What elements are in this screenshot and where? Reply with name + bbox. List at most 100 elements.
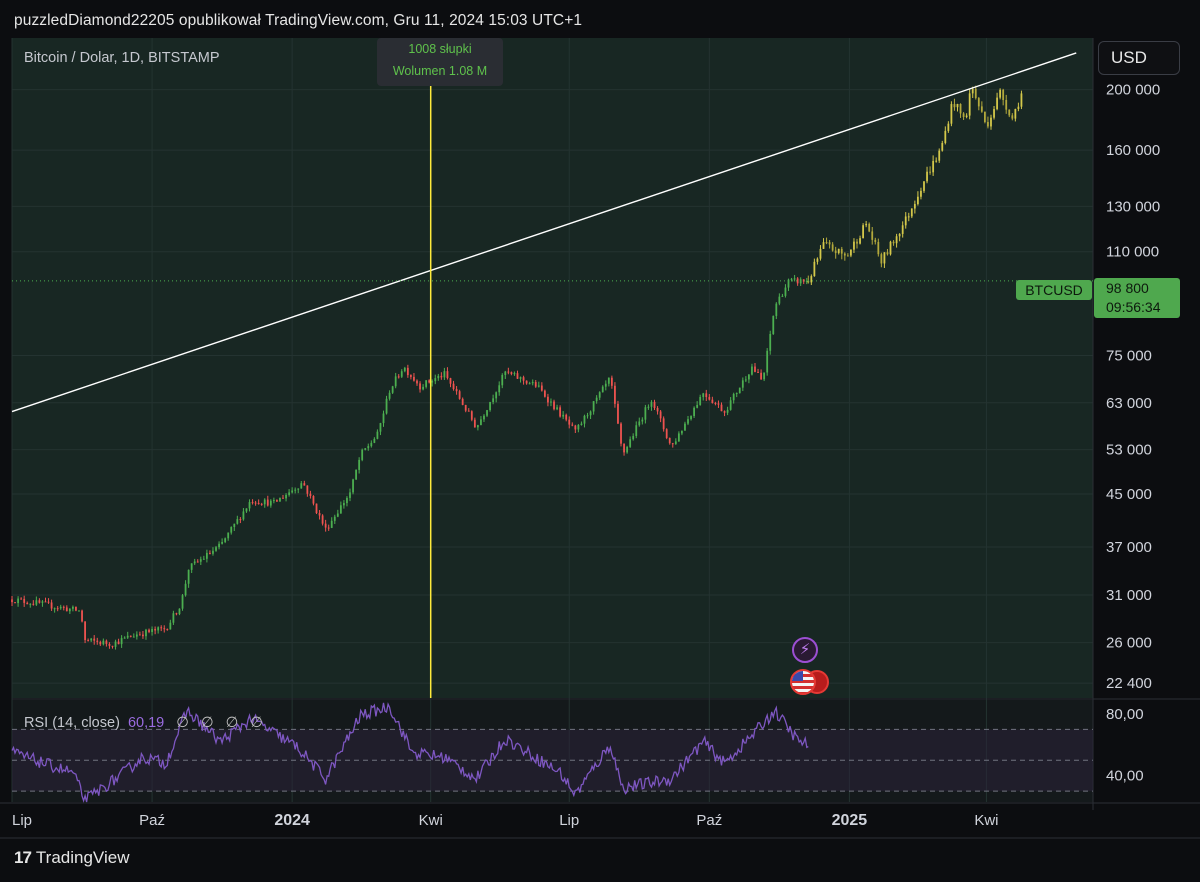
price-candle — [303, 483, 306, 486]
price-candle — [169, 622, 172, 630]
currency-button[interactable]: USD — [1098, 41, 1180, 75]
time-tick-label: Kwi — [419, 812, 443, 829]
price-candle — [696, 404, 699, 408]
price-candle — [720, 404, 723, 412]
price-candle — [428, 380, 431, 383]
price-candle — [138, 634, 141, 636]
price-candle — [151, 629, 153, 632]
price-candle — [148, 629, 150, 632]
projection-candle — [990, 117, 992, 127]
price-candle — [434, 378, 437, 382]
price-candle — [586, 415, 589, 417]
price-candle — [248, 502, 251, 509]
lightning-icon[interactable]: ⚡ — [792, 637, 818, 663]
price-candle — [333, 516, 336, 521]
price-candle — [793, 278, 796, 280]
rsi-legend[interactable]: RSI (14, close) 60,19 ∅ ∅ ∅ ∅ — [24, 715, 263, 731]
price-candle — [227, 532, 230, 539]
price-candle — [473, 419, 476, 428]
price-candle — [714, 402, 717, 404]
projection-candle — [889, 241, 892, 255]
price-candle — [614, 385, 616, 404]
price-candle — [41, 601, 44, 603]
price-tick-label: 200 000 — [1106, 82, 1160, 99]
trend-line[interactable] — [11, 52, 1077, 413]
price-candle — [784, 287, 787, 296]
price-candle — [498, 385, 501, 393]
price-candle — [610, 377, 613, 386]
price-candle — [132, 636, 135, 638]
price-candle — [120, 638, 123, 645]
us-flag-icon[interactable] — [790, 669, 816, 695]
price-candle — [769, 334, 772, 351]
price-candle — [142, 634, 144, 637]
price-candle — [315, 503, 318, 514]
price-candle — [367, 446, 370, 449]
price-candle — [763, 372, 766, 380]
symbol-legend[interactable]: Bitcoin / Dolar, 1D, BITSTAMP — [24, 50, 220, 66]
projection-candle — [859, 238, 861, 244]
price-candle — [47, 601, 50, 603]
price-candle — [260, 503, 263, 505]
price-candle — [723, 411, 726, 413]
price-candle — [550, 401, 552, 403]
price-candle — [370, 442, 373, 447]
price-candle — [452, 383, 455, 390]
projection-candle — [987, 122, 989, 127]
price-candle — [620, 423, 622, 444]
price-candle — [443, 371, 446, 378]
price-candle — [522, 377, 525, 381]
price-candle — [592, 401, 595, 412]
projection-candle — [816, 258, 819, 262]
price-candle — [26, 602, 29, 605]
price-candle — [662, 418, 665, 430]
projection-candle — [843, 253, 846, 256]
price-candle — [537, 385, 540, 387]
price-candle — [778, 296, 781, 304]
price-candle — [583, 415, 586, 424]
price-tick-label: 53 000 — [1106, 442, 1152, 459]
price-candle — [202, 558, 205, 560]
price-candle — [397, 376, 400, 378]
projection-candle — [929, 171, 931, 173]
price-candle — [324, 523, 327, 528]
price-pane[interactable] — [12, 38, 1093, 698]
price-candle — [84, 621, 86, 641]
price-candle — [464, 404, 467, 411]
price-candle — [525, 380, 528, 384]
price-candle — [391, 386, 394, 393]
price-candle — [528, 383, 531, 385]
price-candle — [467, 410, 470, 412]
time-tick-label: Paź — [139, 812, 165, 829]
price-candle — [93, 638, 96, 641]
tradingview-brand: TradingView — [35, 848, 130, 867]
projection-candle — [923, 181, 925, 191]
price-candle — [135, 634, 138, 637]
price-candle — [754, 366, 756, 372]
projection-candle — [1008, 109, 1011, 116]
rsi-label: RSI (14, close) — [24, 715, 120, 731]
price-candle — [218, 543, 220, 548]
price-candle — [547, 396, 549, 403]
price-candle — [677, 433, 680, 442]
price-candle — [732, 394, 735, 401]
rsi-null-2: ∅ — [200, 715, 214, 731]
price-candle — [394, 376, 397, 387]
price-candle — [300, 483, 303, 489]
tradingview-logo[interactable]: 17 TradingView — [14, 848, 129, 868]
price-candle — [413, 376, 415, 381]
symbol-price-tag: BTCUSD — [1016, 280, 1092, 300]
price-candle — [251, 502, 254, 504]
price-candle — [565, 414, 568, 420]
price-candle — [638, 421, 641, 426]
price-tick-label: 37 000 — [1106, 539, 1152, 556]
price-candle — [419, 383, 421, 390]
price-candle — [653, 401, 656, 408]
price-candle — [410, 375, 412, 377]
price-tick-label: 75 000 — [1106, 348, 1152, 365]
price-candle — [568, 419, 571, 425]
time-tick-label: Paź — [696, 812, 722, 829]
price-candle — [321, 515, 324, 524]
price-candle — [717, 403, 720, 405]
